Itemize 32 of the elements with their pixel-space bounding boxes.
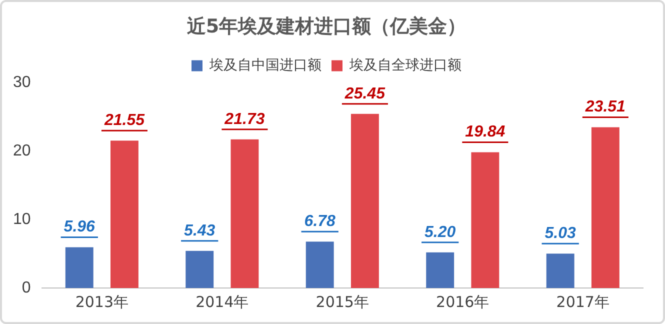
bar: [471, 152, 500, 288]
legend-label: 埃及自全球进口额: [348, 57, 462, 74]
data-label: 23.51: [584, 98, 626, 116]
y-tick-label: 0: [22, 279, 31, 296]
y-tick-label: 30: [13, 74, 31, 92]
bar: [306, 242, 334, 288]
data-label: 21.73: [224, 110, 265, 128]
data-label: 6.78: [304, 213, 336, 230]
chart-title: 近5年埃及建材进口额（亿美金）: [186, 15, 466, 38]
bar: [426, 252, 454, 288]
bar: [591, 127, 620, 288]
data-label: 5.43: [184, 222, 216, 240]
y-tick-label: 20: [13, 142, 31, 160]
bar: [110, 140, 138, 288]
bar: [230, 139, 259, 288]
legend-label: 埃及自中国进口额: [208, 57, 322, 74]
data-label: 5.96: [64, 218, 96, 236]
x-tick-label: 2015年: [316, 292, 369, 311]
x-tick-label: 2014年: [196, 292, 249, 311]
data-label: 19.84: [465, 124, 506, 141]
data-label: 25.45: [344, 85, 386, 102]
x-tick-label: 2016年: [436, 292, 490, 311]
bar: [546, 254, 574, 288]
data-label: 5.20: [424, 224, 456, 241]
y-tick-label: 10: [13, 211, 31, 228]
data-label: 5.03: [544, 225, 576, 242]
x-tick-label: 2013年: [75, 292, 129, 311]
bar: [186, 250, 214, 288]
x-tick-label: 2017年: [556, 292, 610, 311]
bar: [350, 114, 379, 288]
bar: [65, 247, 94, 288]
data-label: 21.55: [103, 112, 146, 130]
